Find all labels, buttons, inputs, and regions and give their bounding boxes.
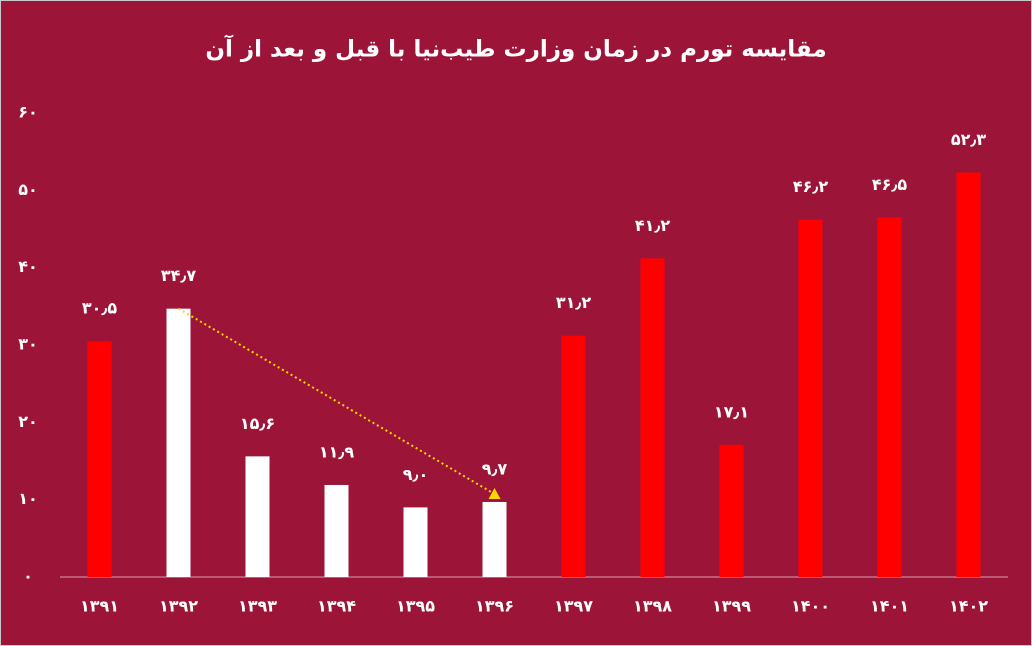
bar <box>87 341 112 577</box>
x-tick-label: ۱۳۹۷ <box>554 597 593 616</box>
bar <box>640 258 665 577</box>
y-tick-label: ۳۰ <box>18 335 38 354</box>
bar <box>482 501 507 577</box>
x-tick-label: ۱۳۹۶ <box>475 597 514 616</box>
bar <box>877 217 902 577</box>
y-tick-label: ۲۰ <box>18 412 38 431</box>
bar <box>166 308 191 577</box>
bar <box>245 456 270 577</box>
x-tick-label: ۱۴۰۰ <box>791 597 830 616</box>
x-tick-label: ۱۳۹۸ <box>633 597 672 616</box>
bar <box>403 507 428 577</box>
x-tick-label: ۱۳۹۴ <box>317 597 356 616</box>
bar <box>324 484 349 577</box>
value-label: ۳۱٫۲ <box>556 293 592 312</box>
trend-line <box>177 307 496 495</box>
y-tick-label: ۰ <box>23 567 33 586</box>
y-tick-label: ۴۰ <box>18 257 38 276</box>
x-tick-label: ۱۳۹۲ <box>159 597 198 616</box>
y-tick-label: ۵۰ <box>18 180 38 199</box>
value-label: ۱۵٫۶ <box>240 414 275 433</box>
bar <box>561 335 586 577</box>
value-label: ۳۴٫۷ <box>161 266 197 285</box>
x-tick-label: ۱۴۰۲ <box>949 597 988 616</box>
value-label: ۹٫۷ <box>482 459 508 478</box>
x-tick-label: ۱۳۹۱ <box>80 597 119 616</box>
value-label: ۱۷٫۱ <box>714 402 749 421</box>
value-label: ۴۶٫۲ <box>793 177 829 196</box>
y-tick-label: ۱۰ <box>18 489 38 508</box>
bar <box>956 172 981 577</box>
y-tick-label: ۶۰ <box>18 103 38 122</box>
bar <box>798 219 823 577</box>
x-tick-label: ۱۴۰۱ <box>870 597 909 616</box>
value-label: ۴۶٫۵ <box>872 175 908 194</box>
bar <box>719 444 744 577</box>
chart-title: مقایسه تورم در زمان وزارت طیب‌نیا با قبل… <box>205 34 826 63</box>
value-label: ۹٫۰ <box>403 465 429 484</box>
x-tick-label: ۱۳۹۳ <box>238 597 277 616</box>
value-label: ۱۱٫۹ <box>319 442 355 461</box>
value-label: ۳۰٫۵ <box>82 299 118 318</box>
value-label: ۵۲٫۳ <box>951 130 987 149</box>
x-tick-label: ۱۳۹۹ <box>712 597 751 616</box>
trend-arrowhead <box>488 487 501 499</box>
x-tick-label: ۱۳۹۵ <box>396 597 435 616</box>
value-label: ۴۱٫۲ <box>635 216 671 235</box>
